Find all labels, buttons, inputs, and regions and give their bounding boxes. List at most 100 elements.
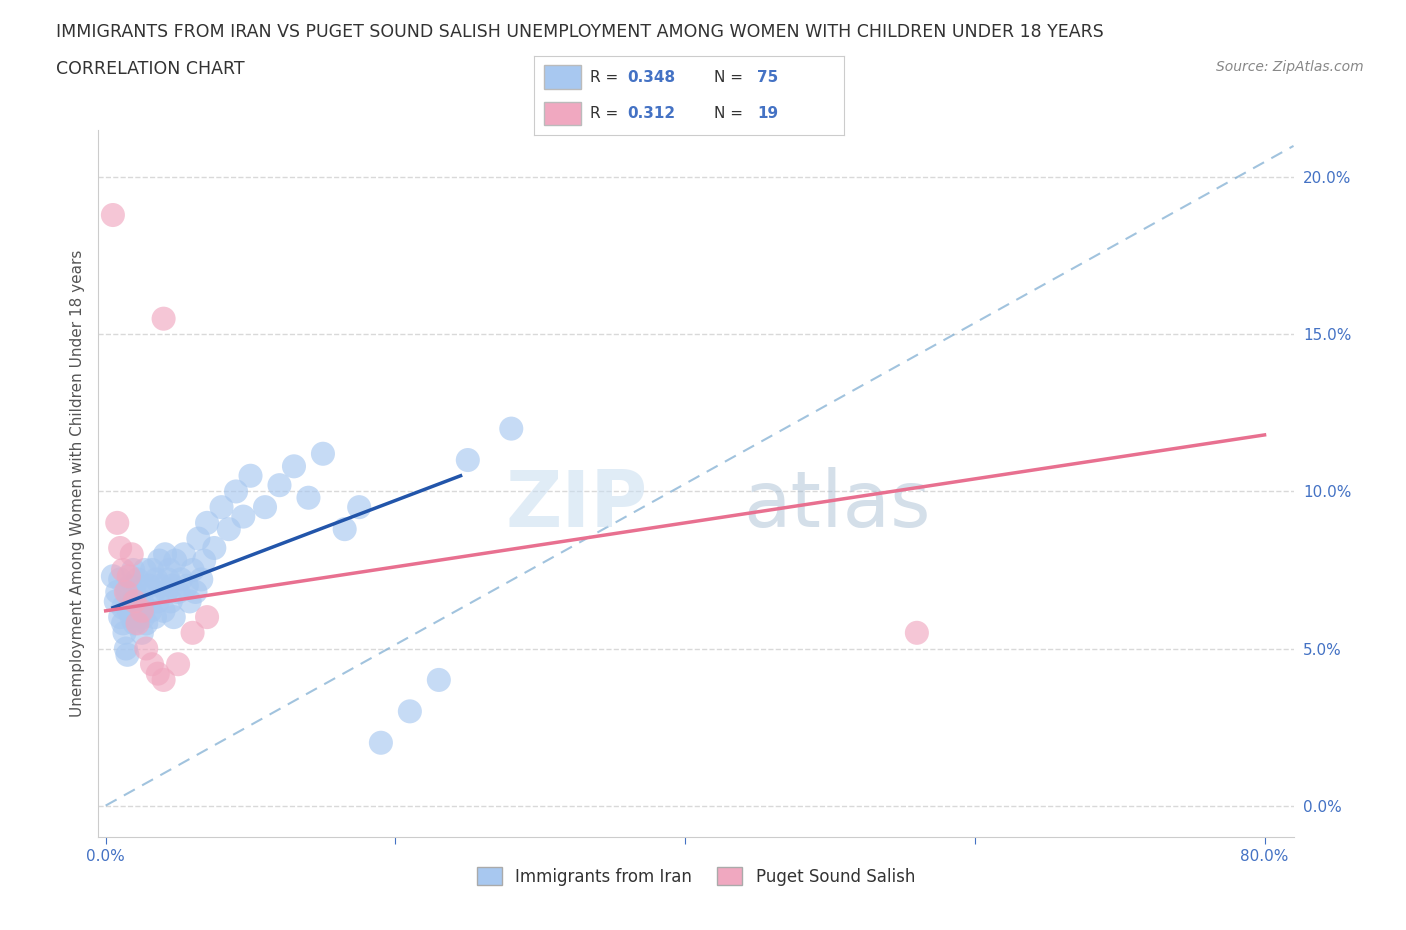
Point — [170, 572, 193, 587]
Text: 0.348: 0.348 — [627, 70, 675, 85]
Bar — [544, 65, 581, 89]
Point — [121, 594, 143, 609]
Point — [202, 540, 225, 555]
Point — [135, 641, 157, 656]
Point — [146, 594, 169, 609]
Text: 75: 75 — [756, 70, 779, 85]
Point — [333, 522, 356, 537]
Point — [115, 641, 138, 656]
Point — [122, 563, 145, 578]
Point — [457, 453, 479, 468]
Text: 0.312: 0.312 — [627, 106, 675, 121]
Point — [283, 458, 305, 473]
Point — [127, 604, 149, 618]
Text: N =: N = — [714, 70, 742, 85]
Point — [253, 499, 276, 514]
Text: Source: ZipAtlas.com: Source: ZipAtlas.com — [1216, 60, 1364, 74]
Point — [146, 666, 169, 681]
Point — [141, 657, 163, 671]
Point — [179, 594, 201, 609]
Point — [165, 553, 187, 568]
Point — [347, 499, 370, 514]
Point — [143, 610, 166, 625]
Point — [232, 509, 254, 524]
Point — [145, 572, 167, 587]
Text: R =: R = — [591, 106, 619, 121]
Point — [905, 625, 928, 640]
Point — [195, 610, 218, 625]
Text: ZIP: ZIP — [506, 467, 648, 543]
Point — [142, 585, 165, 600]
Point — [399, 704, 422, 719]
Point — [370, 736, 392, 751]
Point — [105, 515, 128, 530]
Point — [105, 585, 128, 600]
Point — [118, 604, 141, 618]
Point — [112, 563, 135, 578]
Point — [101, 569, 124, 584]
Text: N =: N = — [714, 106, 742, 121]
Point — [114, 625, 136, 640]
Point — [118, 569, 141, 584]
Point — [269, 478, 291, 493]
Point — [128, 610, 150, 625]
Point — [239, 469, 262, 484]
Point — [101, 207, 124, 222]
Point — [162, 578, 184, 593]
Point — [155, 585, 177, 600]
Point — [115, 585, 138, 600]
Point — [157, 563, 180, 578]
Point — [134, 563, 156, 578]
Point — [104, 594, 127, 609]
Point — [124, 578, 146, 593]
Point — [120, 578, 142, 593]
Text: IMMIGRANTS FROM IRAN VS PUGET SOUND SALISH UNEMPLOYMENT AMONG WOMEN WITH CHILDRE: IMMIGRANTS FROM IRAN VS PUGET SOUND SALI… — [56, 23, 1104, 41]
Point — [187, 531, 209, 546]
Point — [193, 553, 215, 568]
Point — [225, 484, 247, 498]
Point — [501, 421, 523, 436]
Bar — [544, 101, 581, 126]
Point — [121, 610, 143, 625]
Point — [108, 572, 131, 587]
Point — [211, 499, 233, 514]
Point — [127, 616, 149, 631]
Point — [297, 490, 319, 505]
Point — [156, 572, 179, 587]
Point — [152, 604, 174, 618]
Y-axis label: Unemployment Among Women with Children Under 18 years: Unemployment Among Women with Children U… — [69, 250, 84, 717]
Point — [218, 522, 240, 537]
Point — [125, 594, 148, 609]
Point — [149, 578, 172, 593]
Point — [195, 515, 218, 530]
Point — [124, 594, 146, 609]
Point — [121, 547, 143, 562]
Point — [117, 647, 139, 662]
Point — [131, 625, 153, 640]
Point — [148, 553, 170, 568]
Point — [127, 572, 149, 587]
Point — [132, 610, 155, 625]
Point — [190, 572, 212, 587]
Point — [312, 446, 335, 461]
Point — [112, 616, 135, 631]
Text: 19: 19 — [756, 106, 778, 121]
Point — [135, 616, 157, 631]
Point — [117, 585, 139, 600]
Point — [152, 312, 174, 326]
Point — [131, 604, 153, 618]
Legend: Immigrants from Iran, Puget Sound Salish: Immigrants from Iran, Puget Sound Salish — [471, 861, 921, 892]
Point — [181, 625, 204, 640]
Point — [131, 594, 153, 609]
Point — [181, 563, 204, 578]
Point — [138, 578, 160, 593]
Point — [173, 547, 195, 562]
Text: CORRELATION CHART: CORRELATION CHART — [56, 60, 245, 78]
Point — [108, 610, 131, 625]
Point — [167, 585, 190, 600]
Point — [176, 578, 198, 593]
Point — [427, 672, 450, 687]
Point — [163, 610, 186, 625]
Point — [141, 563, 163, 578]
Point — [112, 600, 135, 615]
